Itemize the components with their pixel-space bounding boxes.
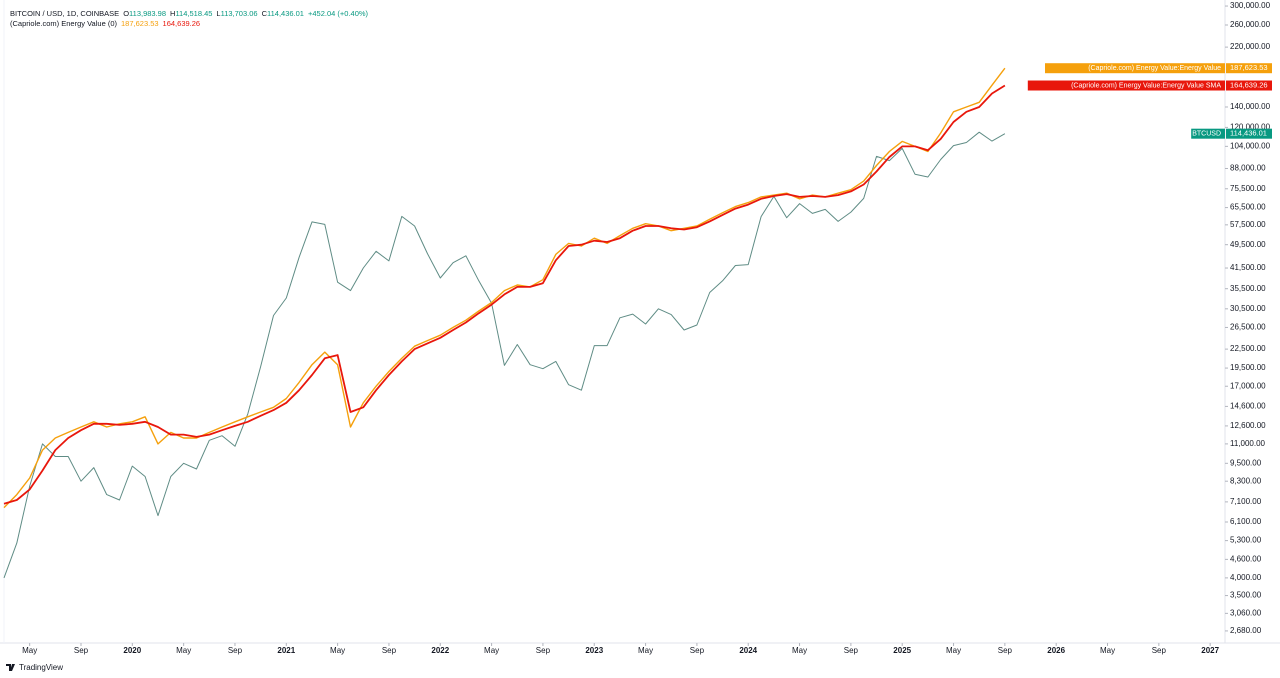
y-tick-label: 2,680.00 [1230,626,1262,635]
ohlc-label: H [170,9,175,18]
y-tick-label: 65,500.00 [1230,203,1266,212]
price-tag-text: 114,436.01 [1230,129,1267,138]
ohlc-value: 113,983.98 [129,9,166,18]
x-tick-label: Sep [382,646,397,655]
series-line [3,131,1006,579]
y-tick-label: 7,100.00 [1230,497,1262,506]
y-tick-label: 57,500.00 [1230,220,1266,229]
y-tick-label: 35,500.00 [1230,284,1266,293]
x-tick-label: 2021 [277,646,295,655]
x-tick-label: May [792,646,807,655]
y-tick-label: 49,500.00 [1230,240,1266,249]
y-tick-label: 22,500.00 [1230,344,1266,353]
y-tick-label: 220,000.00 [1230,42,1271,51]
ohlc-label: L [216,9,220,18]
x-tick-label: Sep [844,646,859,655]
y-tick-label: 104,000.00 [1230,141,1271,150]
plot-area [3,67,1006,579]
x-tick-label: 2023 [585,646,603,655]
series-line [3,84,1006,505]
brand-text: TradingView [19,663,63,672]
y-tick-label: 88,000.00 [1230,164,1266,173]
x-tick-label: Sep [1152,646,1167,655]
change-text: +452.04 (+0.40%) [308,9,369,18]
y-tick-label: 4,600.00 [1230,554,1262,563]
x-tick-label: May [638,646,653,655]
price-tag [1226,80,1272,91]
x-tick-label: 2027 [1201,646,1219,655]
indicator-value: 187,623.53 [121,19,159,28]
series-name-tag-text: BTCUSD [1192,131,1221,138]
x-tick-label: 2025 [893,646,911,655]
x-tick-label: Sep [74,646,89,655]
x-tick-label: May [1100,646,1115,655]
ohlc-value: 114,518.45 [175,9,212,18]
x-tick-label: May [176,646,191,655]
y-tick-label: 14,600.00 [1230,402,1266,411]
x-tick-label: Sep [690,646,705,655]
y-tick-label: 12,600.00 [1230,421,1266,430]
logo-icon [6,664,15,671]
x-tick-label: 2020 [123,646,141,655]
series-line [3,67,1006,509]
x-tick-label: May [484,646,499,655]
y-tick-label: 19,500.00 [1230,363,1266,372]
y-tick-label: 5,300.00 [1230,536,1262,545]
price-tag-text: 187,623.53 [1230,63,1268,72]
x-tick-label: May [330,646,345,655]
y-tick-label: 3,500.00 [1230,591,1262,600]
tradingview-logo: TradingView [6,663,63,672]
price-tag-text: 164,639.26 [1230,80,1268,89]
y-tick-label: 26,500.00 [1230,323,1266,332]
ohlc-label: C [262,9,268,18]
x-tick-label: Sep [228,646,243,655]
series-name-tag [1045,63,1225,74]
y-tick-label: 41,500.00 [1230,263,1266,272]
indicator-name: (Capriole.com) Energy Value (0) [10,19,117,28]
y-tick-label: 11,000.00 [1230,439,1266,448]
x-tick-label: Sep [998,646,1013,655]
y-tick-label: 9,500.00 [1230,458,1262,467]
ohlc-value: 113,703.06 [221,9,258,18]
x-tick-label: May [22,646,37,655]
series-name-tag-text: (Capriole.com) Energy Value:Energy Value [1088,65,1221,72]
x-tick-label: 2022 [431,646,449,655]
y-tick-label: 260,000.00 [1230,20,1271,29]
symbol-text: BITCOIN / USD, 1D, COINBASE [10,9,119,18]
y-tick-label: 3,060.00 [1230,608,1262,617]
x-tick-label: 2024 [739,646,757,655]
x-tick-label: 2026 [1047,646,1065,655]
y-tick-label: 30,500.00 [1230,304,1266,313]
series-name-tag [1027,80,1225,91]
y-tick-label: 120,000.00 [1230,123,1271,132]
indicator-value: 164,639.26 [163,19,201,28]
y-tick-label: 75,500.00 [1230,184,1266,193]
series-name-tag [1191,128,1225,139]
x-tick-label: Sep [536,646,551,655]
x-tick-label: May [946,646,961,655]
y-tick-label: 140,000.00 [1230,102,1271,111]
price-tag [1226,63,1272,74]
y-tick-label: 17,000.00 [1230,381,1266,390]
ohlc-value: 114,436.01 [267,9,304,18]
price-tag [1226,128,1272,139]
legend-header: BITCOIN / USD, 1D, COINBASE O 113,983.98 H 1… [10,9,369,28]
series-name-tag-text: (Capriole.com) Energy Value:Energy Value… [1071,82,1221,89]
axes: 300,000.00 260,000.00 220,000.00 140,000.00… [22,1,1272,655]
ohlc-label: O [123,9,129,18]
y-tick-label: 4,000.00 [1230,573,1262,582]
y-tick-label: 8,300.00 [1230,476,1262,485]
y-tick-label: 6,100.00 [1230,517,1262,526]
y-tick-label: 300,000.00 [1230,1,1271,10]
